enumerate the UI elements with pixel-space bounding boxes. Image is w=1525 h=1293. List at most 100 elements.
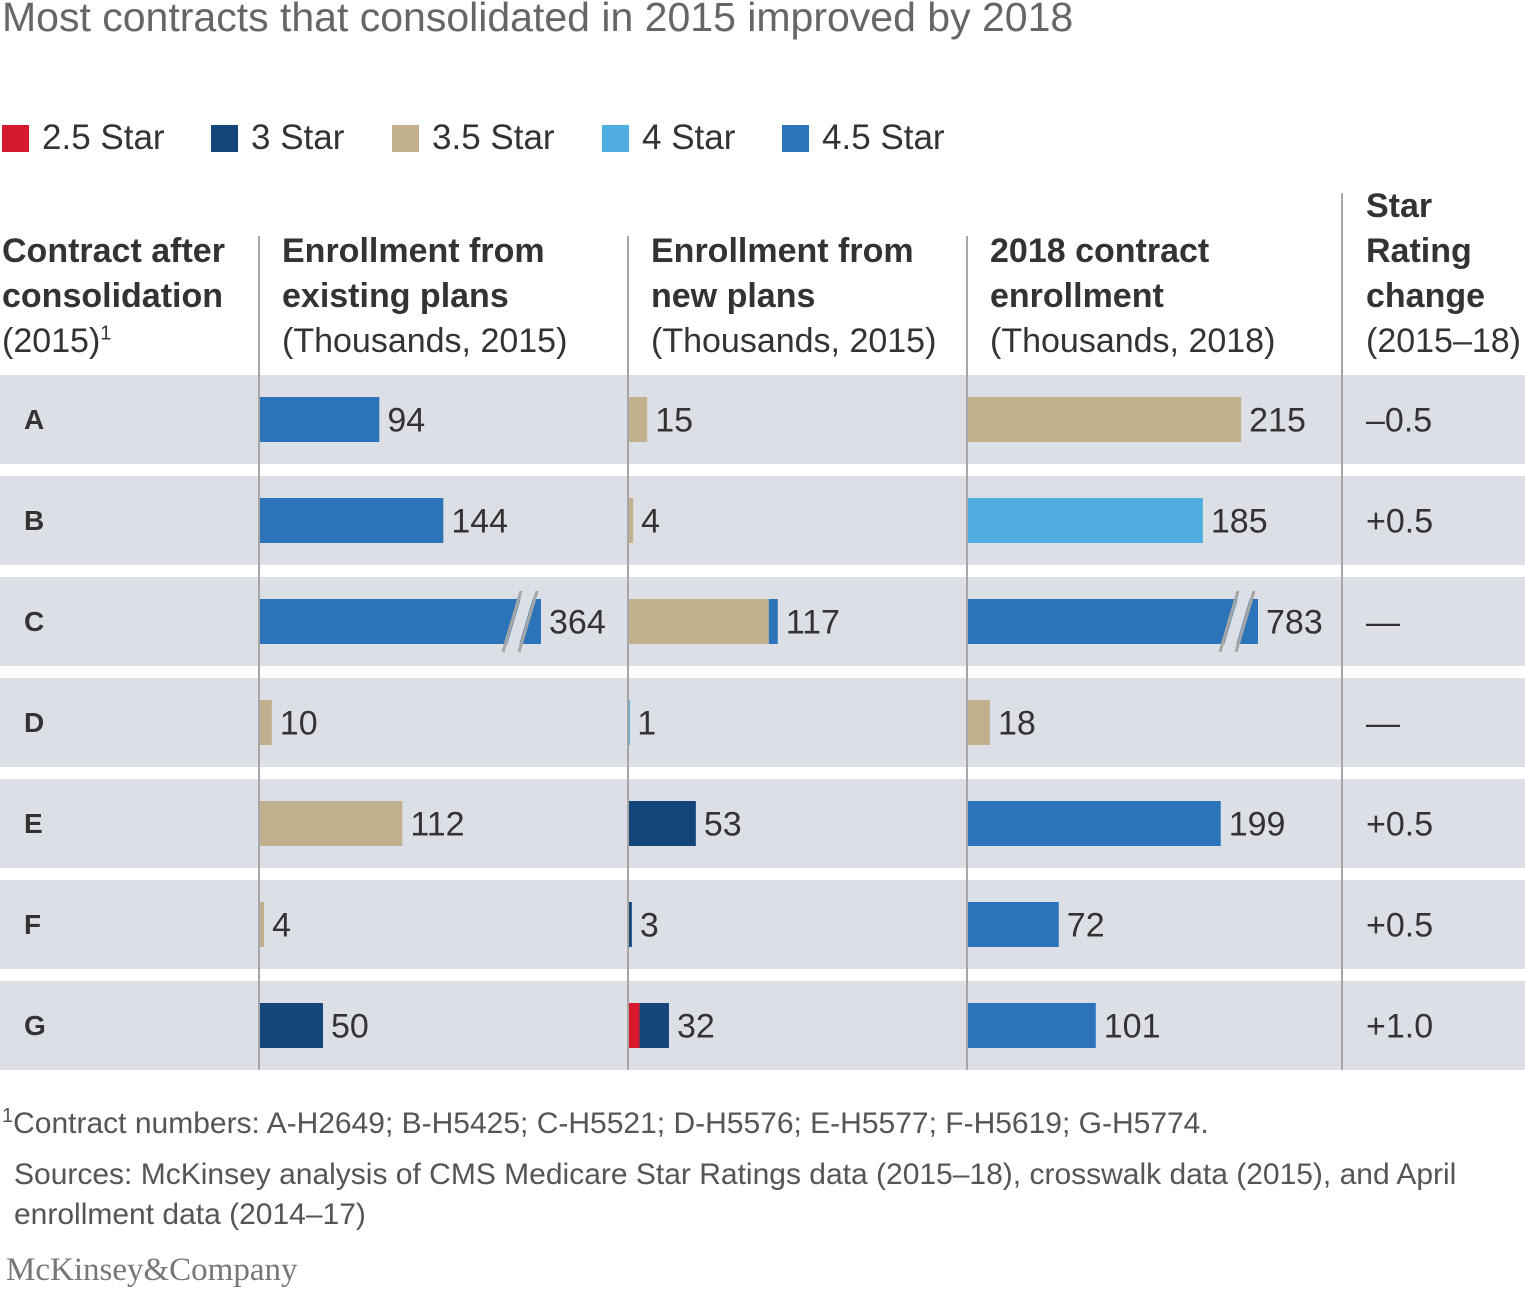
star-change-c: — [1366, 604, 1400, 642]
header-change-line2: Rating [1366, 232, 1472, 270]
data-label-existing-g: 50 [331, 1008, 369, 1046]
row-background [0, 981, 1525, 1070]
bar-enroll2018-b-star-4 [967, 498, 1203, 543]
header-new-line2: new plans [651, 277, 816, 315]
row-background [0, 779, 1525, 868]
legend-swatch-2-5-star [2, 124, 29, 152]
data-label-new-a: 15 [655, 402, 693, 440]
axis-break-mark [1234, 590, 1256, 653]
legend-label: 3 Star [251, 118, 345, 157]
bar-existing-a-star-4-5 [259, 397, 380, 442]
bar-new-a-star-3-5 [628, 397, 648, 442]
axis-break-gap [1222, 591, 1252, 652]
bar-existing-c-star-4-5 [259, 599, 541, 644]
legend-item-4-5-star: 4.5 Star [782, 118, 945, 158]
chart-title: Most contracts that consolidated in 2015… [2, 0, 1074, 40]
data-label-existing-e: 112 [410, 806, 464, 844]
header-change: Star Rating change (2015–18) [1366, 184, 1521, 364]
header-existing: Enrollment from existing plans (Thousand… [282, 229, 567, 364]
bar-existing-g-star-3 [259, 1003, 323, 1048]
header-new: Enrollment from new plans (Thousands, 20… [651, 229, 936, 364]
legend-item-4-star: 4 Star [602, 118, 735, 158]
legend-item-3-5-star: 3.5 Star [392, 118, 555, 158]
header-new-line1: Enrollment from [651, 232, 914, 270]
star-change-f: +0.5 [1366, 907, 1433, 945]
legend-item-2-5-star: 2.5 Star [2, 118, 165, 158]
legend-label: 2.5 Star [42, 118, 165, 157]
row-background [0, 375, 1525, 464]
bar-new-c-star-3-5 [628, 599, 769, 644]
axis-break-mark [501, 590, 523, 653]
header-change-sub: (2015–18) [1366, 322, 1522, 360]
bar-enroll2018-d-star-3-5 [967, 700, 990, 745]
data-label-enroll2018-b: 185 [1211, 503, 1268, 541]
header-2018: 2018 contract enrollment (Thousands, 201… [990, 229, 1275, 364]
header-existing-line2: existing plans [282, 277, 509, 315]
row-label-c: C [24, 606, 44, 637]
bar-enroll2018-g-star-4-5 [967, 1003, 1096, 1048]
bar-enroll2018-e-star-4-5 [967, 801, 1221, 846]
header-new-sub: (Thousands, 2015) [651, 322, 937, 360]
row-label-b: B [24, 505, 44, 536]
star-change-g: +1.0 [1366, 1008, 1433, 1046]
data-label-enroll2018-c: 783 [1266, 604, 1323, 642]
bar-new-g-star-2-5 [628, 1003, 640, 1048]
bar-enroll2018-a-star-3-5 [967, 397, 1242, 442]
legend-label: 4.5 Star [822, 118, 945, 157]
data-label-enroll2018-e: 199 [1229, 806, 1286, 844]
column-divider-2018 [966, 236, 968, 1070]
column-divider-change [1341, 193, 1343, 1070]
legend-swatch-3-star [211, 124, 238, 152]
header-change-line3: change [1366, 277, 1486, 315]
row-background [0, 476, 1525, 565]
header-contract-line1: Contract after [2, 232, 225, 270]
data-label-new-g: 32 [677, 1008, 715, 1046]
header-contract-line2: consolidation [2, 277, 223, 315]
data-label-existing-a: 94 [387, 402, 425, 440]
footnote-text: Contract numbers: A-H2649; B-H5425; C-H5… [13, 1107, 1209, 1140]
bar-enroll2018-f-star-4-5 [967, 902, 1059, 947]
row-background [0, 678, 1525, 767]
bar-existing-f-star-3-5 [259, 902, 265, 947]
data-label-enroll2018-d: 18 [998, 705, 1036, 743]
column-divider-existing [258, 236, 260, 1070]
bar-existing-b-star-4-5 [259, 498, 444, 543]
data-label-existing-d: 10 [280, 705, 318, 743]
data-label-new-e: 53 [704, 806, 742, 844]
footnote-marker: 1 [2, 1105, 14, 1127]
legend-swatch-4-star [602, 124, 629, 152]
header-contract-sub-text: (2015) [2, 322, 101, 360]
header-2018-line1: 2018 contract [990, 232, 1210, 270]
row-label-e: E [24, 808, 43, 839]
star-change-e: +0.5 [1366, 806, 1433, 844]
bar-new-g-star-3 [639, 1003, 669, 1048]
star-change-d: — [1366, 705, 1400, 743]
star-change-a: –0.5 [1366, 402, 1432, 440]
mckinsey-logo: McKinsey&Company [6, 1252, 298, 1288]
row-label-d: D [24, 707, 44, 738]
axis-break-mark [1218, 590, 1240, 653]
bar-existing-d-star-3-5 [259, 700, 272, 745]
data-label-new-f: 3 [640, 907, 659, 945]
sources-note: Sources: McKinsey analysis of CMS Medica… [14, 1158, 1457, 1231]
axis-break-mark [517, 590, 539, 653]
header-change-line1: Star [1366, 187, 1433, 225]
bar-new-f-star-3 [628, 902, 632, 947]
bar-new-b-star-3-5 [628, 498, 634, 543]
bar-existing-e-star-3-5 [259, 801, 403, 846]
header-2018-line2: enrollment [990, 277, 1164, 315]
data-label-new-b: 4 [641, 503, 660, 541]
data-label-new-d: 1 [637, 705, 656, 743]
bar-new-e-star-3 [628, 801, 696, 846]
header-existing-line1: Enrollment from [282, 232, 545, 270]
column-divider-new [627, 236, 629, 1070]
row-label-f: F [24, 909, 41, 940]
legend-item-3-star: 3 Star [211, 118, 344, 158]
data-label-enroll2018-g: 101 [1104, 1008, 1161, 1046]
star-change-b: +0.5 [1366, 503, 1433, 541]
bar-enroll2018-c-star-4-5 [967, 599, 1258, 644]
data-label-enroll2018-f: 72 [1067, 907, 1105, 945]
bar-new-d-star-4 [628, 700, 630, 745]
legend-label: 4 Star [642, 118, 736, 157]
